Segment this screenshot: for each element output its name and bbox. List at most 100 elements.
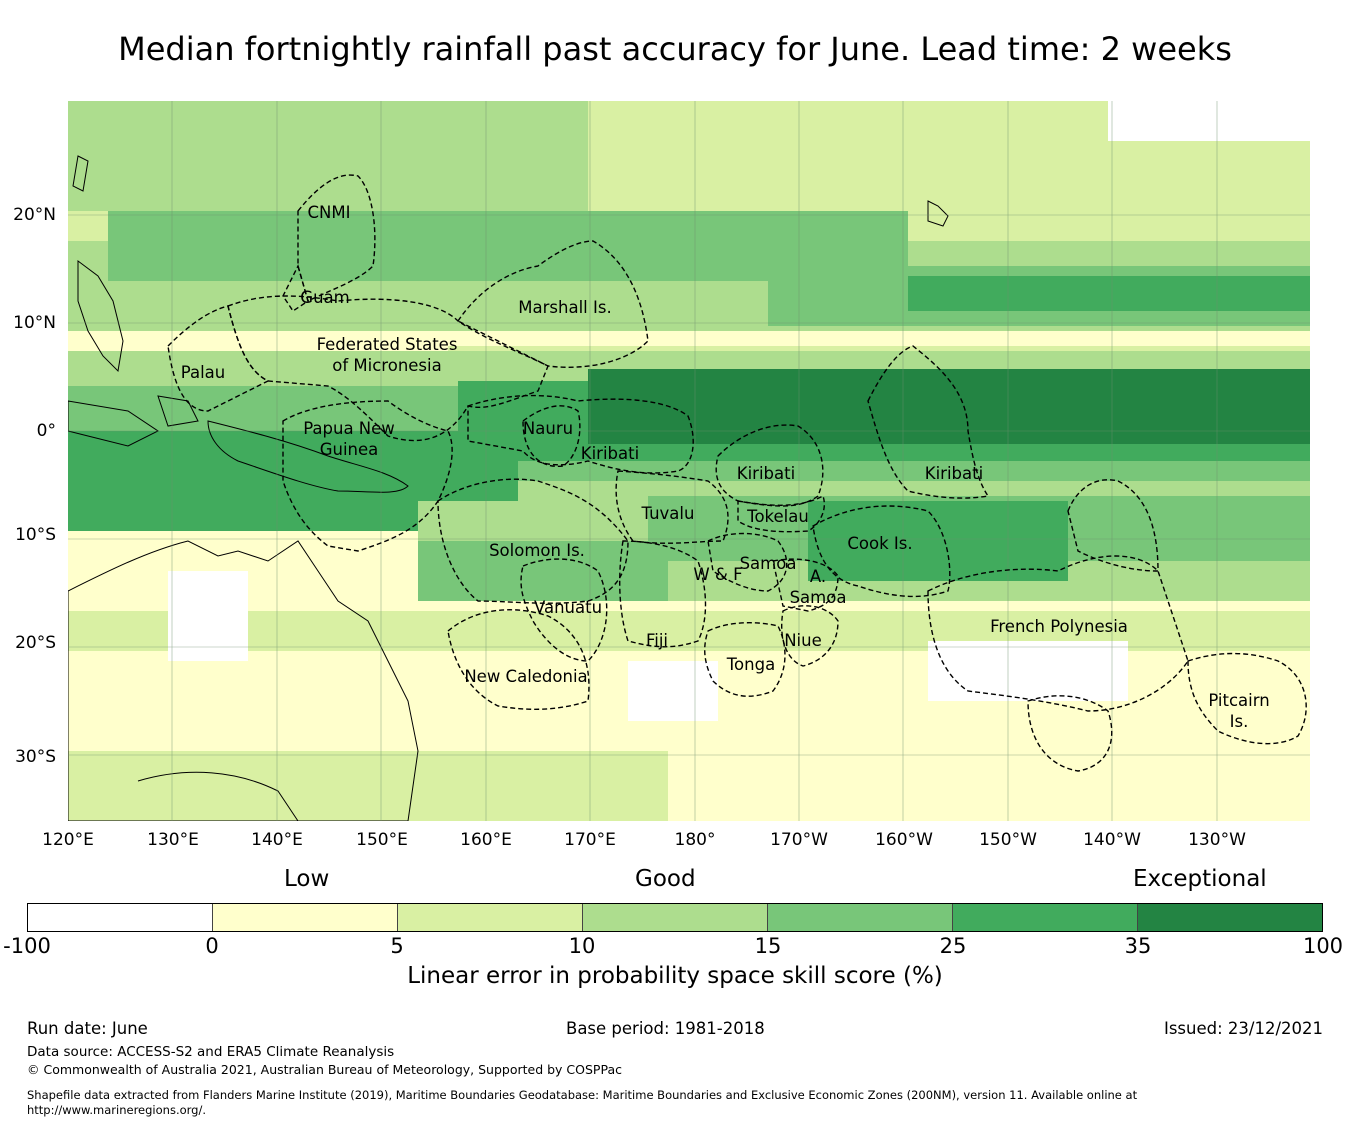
graticule xyxy=(68,101,1310,821)
eez-pitcairn xyxy=(1187,652,1307,745)
lat-label-20s: 20°S xyxy=(15,633,56,653)
eez-palau xyxy=(167,305,270,412)
label-kiribati-gilbert: Kiribati xyxy=(581,444,639,463)
eez-french-polynesia xyxy=(927,555,1189,712)
region-labels: CNMI Guam Marshall Is. Federated States o… xyxy=(181,203,1270,731)
colorbar-tick: 25 xyxy=(939,934,967,958)
eez-nauru xyxy=(522,405,581,467)
label-png: Papua New Guinea xyxy=(303,419,395,459)
skill-band-north-west xyxy=(68,101,588,211)
eez-guam xyxy=(282,264,309,312)
label-cnmi: CNMI xyxy=(308,203,351,222)
lon-label-120e: 120°E xyxy=(42,830,94,850)
label-tokelau: Tokelau xyxy=(746,507,809,526)
eez-marshall xyxy=(456,240,649,368)
eez-fiji xyxy=(619,540,707,648)
colorbar-segment xyxy=(583,904,768,931)
eez-solomon xyxy=(437,478,629,604)
eez-american-samoa xyxy=(772,558,839,612)
colorbar-segment xyxy=(953,904,1138,931)
lon-label-160e: 160°E xyxy=(460,830,512,850)
skill-map: CNMI Guam Marshall Is. Federated States o… xyxy=(68,101,1310,821)
eez-marquesas xyxy=(1067,479,1159,572)
lon-label-150e: 150°E xyxy=(356,830,408,850)
colorbar xyxy=(27,903,1323,932)
label-vanuatu: Vanuatu xyxy=(534,598,602,617)
label-samoa: Samoa xyxy=(740,554,797,573)
eez-tonga xyxy=(704,622,786,697)
colorbar-tick: 10 xyxy=(568,934,596,958)
new-guinea-coastline xyxy=(207,420,409,493)
shapefile-url: http://www.marineregions.org/. xyxy=(27,1103,206,1117)
colorbar-segment xyxy=(1138,904,1322,931)
label-nauru: Nauru xyxy=(523,419,573,438)
skill-patch-white-ne xyxy=(1108,101,1310,141)
skill-patch-solomons xyxy=(418,541,668,601)
label-marshall: Marshall Is. xyxy=(518,298,611,317)
base-period: Base period: 1981-2018 xyxy=(566,1019,765,1038)
lon-label-170e: 170°E xyxy=(564,830,616,850)
eez-kiribati-gilbert xyxy=(467,394,694,474)
eez-tokelau xyxy=(737,495,825,533)
eez-fsm xyxy=(227,295,549,442)
australia-coastline xyxy=(68,540,419,821)
lon-label-150w: 150°W xyxy=(979,830,1037,850)
eez-niue xyxy=(781,605,839,667)
label-fiji: Fiji xyxy=(646,631,668,650)
category-exceptional: Exceptional xyxy=(1133,866,1267,892)
copyright: © Commonwealth of Australia 2021, Austra… xyxy=(27,1062,622,1077)
eez-cnmi xyxy=(297,174,376,303)
lon-label-180: 180° xyxy=(674,830,716,850)
eez-cook xyxy=(812,505,951,598)
label-kiribati-line: Kiribati xyxy=(925,464,983,483)
label-solomon: Solomon Is. xyxy=(489,541,585,560)
lat-label-20n: 20°N xyxy=(13,205,56,225)
eez-boundaries xyxy=(167,174,1307,772)
hawaii-coastline xyxy=(927,200,949,227)
label-tuvalu: Tuvalu xyxy=(641,504,695,523)
colorbar-tick: 35 xyxy=(1124,934,1152,958)
label-new-caledonia: New Caledonia xyxy=(464,667,587,686)
map-title: Median fortnightly rainfall past accurac… xyxy=(118,30,1232,68)
colorbar-segment xyxy=(398,904,583,931)
run-date: Run date: June xyxy=(27,1019,148,1038)
colorbar-segment xyxy=(213,904,398,931)
skill-patch-cook xyxy=(808,501,1068,581)
colorbar-tick: 5 xyxy=(390,934,404,958)
lon-label-160w: 160°W xyxy=(875,830,933,850)
colorbar-tick: 0 xyxy=(205,934,219,958)
taiwan-coastline xyxy=(72,155,89,192)
label-american-samoa: A. Samoa xyxy=(790,567,847,607)
colorbar-segment xyxy=(28,904,213,931)
colorbar-tick: -100 xyxy=(3,934,51,958)
lon-label-170w: 170°W xyxy=(770,830,828,850)
eez-tuvalu xyxy=(615,470,729,544)
label-palau: Palau xyxy=(181,363,225,382)
label-french-polynesia: French Polynesia xyxy=(990,617,1128,636)
skill-band-equatorial-core xyxy=(588,369,1310,444)
label-fsm: Federated States of Micronesia xyxy=(317,335,458,375)
label-tonga: Tonga xyxy=(726,655,775,674)
skill-patch-white-1 xyxy=(168,571,248,661)
label-wf: W & F xyxy=(693,565,742,584)
skill-patch-white-2 xyxy=(628,661,718,721)
data-source: Data source: ACCESS-S2 and ERA5 Climate … xyxy=(27,1044,395,1060)
label-pitcairn: Pitcairn Is. xyxy=(1208,691,1269,731)
colorbar-tick: 15 xyxy=(754,934,782,958)
eez-new-caledonia xyxy=(447,609,590,710)
eez-kiribati-line xyxy=(867,345,990,499)
lat-label-30s: 30°S xyxy=(15,747,56,767)
category-low: Low xyxy=(284,866,330,892)
shapefile-credit: Shapefile data extracted from Flanders M… xyxy=(27,1088,1138,1102)
new-zealand-coastline xyxy=(137,771,299,821)
lon-label-140e: 140°E xyxy=(251,830,303,850)
colorbar-label: Linear error in probability space skill … xyxy=(407,963,943,989)
label-kiribati-phoenix: Kiribati xyxy=(737,464,795,483)
label-niue: Niue xyxy=(784,631,822,650)
lon-label-130w: 130°W xyxy=(1188,830,1246,850)
colorbar-segment xyxy=(768,904,953,931)
label-cook: Cook Is. xyxy=(847,534,912,553)
eez-kiribati-phoenix xyxy=(715,424,824,507)
lon-label-140w: 140°W xyxy=(1083,830,1141,850)
lat-label-10n: 10°N xyxy=(13,313,56,333)
